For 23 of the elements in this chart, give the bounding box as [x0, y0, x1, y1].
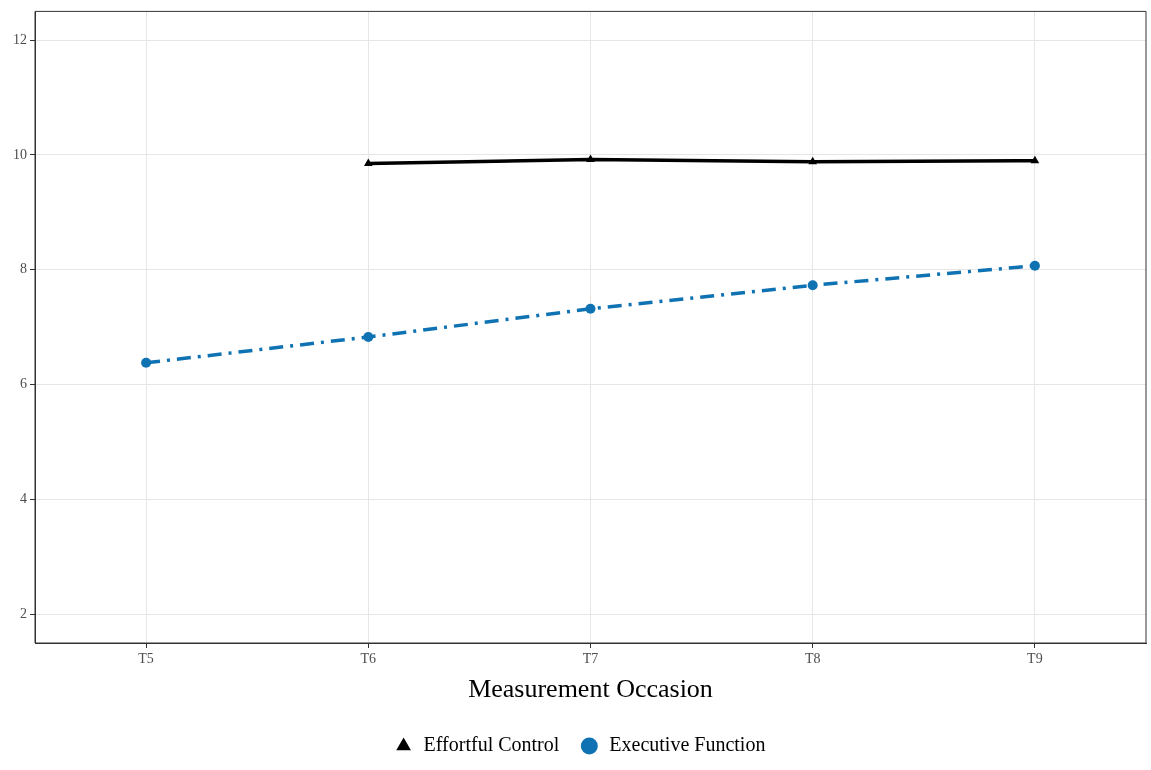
x-tick-label: T7 [582, 651, 599, 667]
x-tick-label: T5 [138, 651, 154, 667]
point [141, 357, 152, 368]
y-tick-label: 6 [20, 376, 27, 392]
point [585, 303, 596, 314]
point [363, 158, 373, 167]
legend-label: Executive Function [609, 733, 766, 756]
point [1029, 260, 1040, 271]
y-tick-label: 8 [20, 261, 27, 277]
point [808, 156, 818, 165]
point [586, 154, 595, 163]
point [1030, 155, 1040, 164]
y-tick-label: 10 [13, 146, 27, 162]
y-tick-label: 12 [13, 31, 27, 47]
x-tick-label: T8 [804, 651, 821, 667]
point [807, 280, 818, 291]
y-tick-label: 4 [20, 491, 27, 507]
x-tick-label: T6 [360, 651, 377, 667]
x-axis-title: Measurement Occasion [468, 674, 713, 704]
x-tick-label: T9 [1027, 651, 1043, 667]
legend-label: Effortful Control [423, 733, 560, 756]
point [363, 331, 374, 342]
y-tick-label: 2 [20, 605, 27, 621]
